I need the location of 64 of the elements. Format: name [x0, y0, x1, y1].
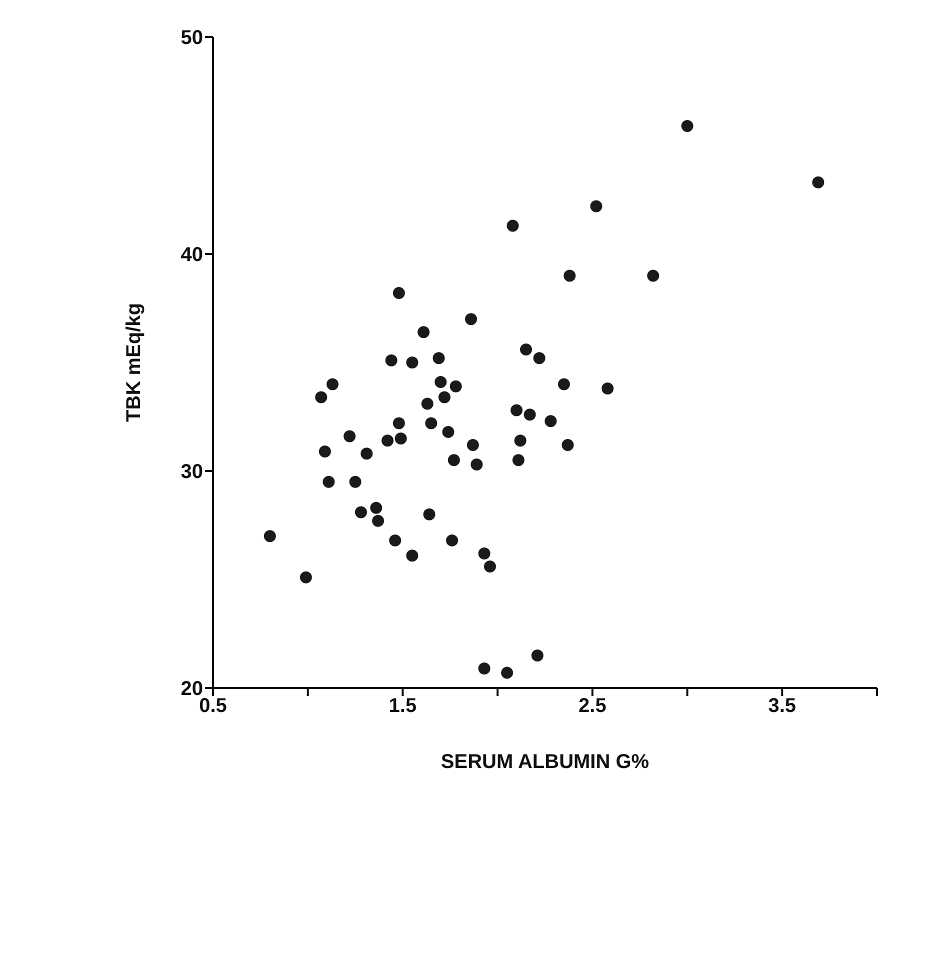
point	[434, 376, 447, 388]
point	[264, 530, 276, 542]
point	[442, 426, 454, 438]
point	[465, 313, 478, 326]
point	[432, 352, 445, 364]
x-tick-label: 3.5	[768, 695, 796, 718]
point	[349, 476, 362, 488]
point	[558, 378, 570, 390]
point	[448, 454, 460, 466]
x-tick-label: 1.5	[388, 695, 417, 718]
point	[421, 398, 434, 410]
point	[590, 200, 602, 212]
point	[300, 571, 312, 584]
point	[318, 445, 331, 458]
point	[370, 502, 382, 514]
point	[360, 448, 373, 460]
x-tick-label: 2.5	[578, 695, 606, 718]
x-tick-label: 0.5	[199, 695, 227, 718]
point	[524, 408, 536, 421]
point	[372, 514, 384, 527]
point	[446, 534, 458, 546]
point	[385, 354, 398, 366]
point	[520, 343, 532, 356]
point	[344, 430, 356, 442]
point	[466, 438, 479, 451]
point	[438, 391, 450, 404]
point	[681, 120, 694, 132]
point	[354, 506, 367, 518]
point	[484, 560, 496, 572]
point	[423, 508, 436, 520]
point	[506, 220, 519, 232]
point	[562, 438, 574, 451]
point	[501, 666, 514, 679]
point	[647, 270, 660, 282]
point	[382, 434, 394, 447]
point	[478, 547, 490, 560]
point	[315, 391, 328, 404]
y-tick-label: 50	[180, 27, 203, 50]
x-axis-title: SERUM ALBUMIN G%	[440, 751, 650, 773]
point	[326, 378, 339, 390]
point	[406, 356, 418, 368]
point	[470, 458, 483, 470]
point	[602, 382, 614, 395]
point	[322, 476, 335, 488]
y-tick-label: 30	[180, 461, 203, 484]
point	[564, 270, 576, 282]
point	[812, 176, 824, 188]
point	[394, 432, 407, 444]
point	[512, 454, 524, 466]
point	[533, 352, 546, 364]
point	[425, 417, 438, 430]
point	[514, 434, 526, 447]
point	[418, 326, 430, 338]
point	[544, 415, 557, 428]
point	[478, 662, 490, 674]
point	[406, 550, 418, 562]
point	[389, 534, 402, 546]
y-axis-title: TBK mEq/kg	[123, 303, 146, 422]
point	[392, 417, 405, 430]
point	[531, 649, 544, 662]
point	[450, 380, 462, 392]
point	[392, 287, 405, 300]
y-tick-label: 40	[180, 244, 203, 266]
point	[510, 404, 523, 416]
